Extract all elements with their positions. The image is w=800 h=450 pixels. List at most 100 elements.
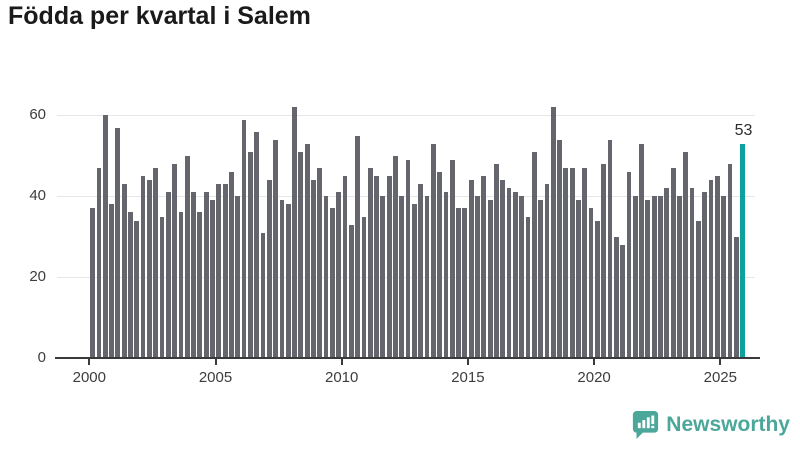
bar bbox=[241, 119, 247, 358]
x-axis-tick-label: 2015 bbox=[451, 369, 485, 386]
bar bbox=[355, 135, 361, 358]
bar bbox=[481, 176, 487, 358]
bar bbox=[531, 151, 537, 358]
bar bbox=[658, 196, 663, 358]
bar bbox=[430, 143, 436, 358]
bar bbox=[361, 216, 367, 358]
bar bbox=[424, 196, 430, 358]
bar bbox=[292, 107, 297, 358]
bar bbox=[601, 163, 607, 358]
y-axis-tick-label: 20 bbox=[29, 268, 46, 286]
x-axis-tickmark bbox=[88, 358, 91, 365]
bar bbox=[702, 192, 708, 358]
bar bbox=[153, 168, 159, 358]
x-axis-tickmark bbox=[719, 358, 722, 365]
bar bbox=[418, 184, 424, 358]
x-axis-tick-label: 2025 bbox=[703, 369, 737, 386]
bar bbox=[323, 196, 329, 358]
bar bbox=[311, 180, 316, 358]
x-axis-tickmark bbox=[466, 358, 469, 365]
bar bbox=[714, 176, 720, 358]
bar bbox=[298, 151, 304, 358]
bar bbox=[405, 159, 411, 358]
bar bbox=[178, 212, 184, 358]
bar bbox=[664, 188, 670, 358]
bar bbox=[519, 196, 525, 358]
newsworthy-logo-icon bbox=[633, 411, 659, 439]
bar bbox=[727, 163, 733, 358]
bar bbox=[266, 180, 272, 358]
bar bbox=[645, 200, 651, 358]
bar bbox=[197, 212, 203, 358]
bar bbox=[146, 180, 152, 358]
bar bbox=[317, 168, 323, 358]
bar bbox=[613, 236, 619, 358]
bar bbox=[96, 168, 102, 358]
bar bbox=[399, 196, 405, 358]
bar bbox=[222, 184, 228, 358]
bar bbox=[588, 208, 594, 358]
y-axis-tick-label: 60 bbox=[29, 106, 46, 124]
highlighted-bar bbox=[740, 143, 745, 358]
bar bbox=[626, 172, 632, 358]
bar bbox=[109, 204, 114, 358]
bar bbox=[494, 163, 499, 358]
bar bbox=[468, 180, 474, 358]
bar bbox=[544, 184, 550, 358]
bar bbox=[203, 192, 209, 358]
bar bbox=[651, 196, 657, 358]
bar bbox=[721, 196, 726, 358]
bar bbox=[525, 216, 531, 358]
chart-title: Födda per kvartal i Salem bbox=[8, 2, 311, 30]
bar bbox=[254, 131, 260, 358]
bar bbox=[159, 216, 165, 358]
bar bbox=[569, 168, 575, 358]
highlight-value-label: 53 bbox=[730, 121, 757, 140]
y-axis-tick-label: 40 bbox=[29, 187, 46, 205]
bar bbox=[229, 172, 234, 358]
newsworthy-logo: Newsworthy bbox=[632, 410, 790, 440]
bar bbox=[550, 107, 556, 358]
bar bbox=[90, 208, 95, 358]
bar bbox=[456, 208, 461, 358]
bar bbox=[462, 208, 468, 358]
bar bbox=[140, 176, 146, 358]
bar bbox=[374, 176, 379, 358]
bar bbox=[576, 200, 581, 358]
bar bbox=[639, 143, 644, 358]
bar bbox=[184, 155, 190, 358]
bar bbox=[695, 220, 701, 358]
bar bbox=[443, 192, 449, 358]
bar bbox=[115, 127, 121, 358]
bar bbox=[273, 139, 278, 358]
x-axis-tick-label: 2010 bbox=[325, 369, 359, 386]
bar bbox=[235, 196, 241, 358]
bar bbox=[449, 159, 455, 358]
bar bbox=[607, 139, 613, 358]
bar bbox=[563, 168, 569, 358]
bar bbox=[487, 200, 493, 358]
bar bbox=[380, 196, 386, 358]
bar bbox=[172, 163, 178, 358]
x-axis-tick-label: 2020 bbox=[577, 369, 611, 386]
bar bbox=[128, 212, 133, 358]
bar bbox=[733, 236, 739, 358]
bar bbox=[210, 200, 215, 358]
bar bbox=[677, 196, 682, 358]
y-gridline bbox=[57, 114, 755, 116]
bar bbox=[582, 168, 588, 358]
x-axis-line bbox=[55, 356, 760, 359]
bar bbox=[632, 196, 638, 358]
bar bbox=[329, 208, 335, 358]
bar bbox=[475, 196, 480, 358]
y-axis-tick-label: 0 bbox=[37, 349, 46, 366]
bar bbox=[336, 192, 342, 358]
bar bbox=[683, 151, 689, 358]
bar bbox=[304, 143, 310, 358]
bar bbox=[689, 188, 695, 358]
bar bbox=[595, 220, 600, 358]
x-axis-tick-label: 2005 bbox=[198, 369, 233, 386]
bar bbox=[342, 176, 348, 358]
x-axis-tickmark bbox=[214, 358, 217, 365]
